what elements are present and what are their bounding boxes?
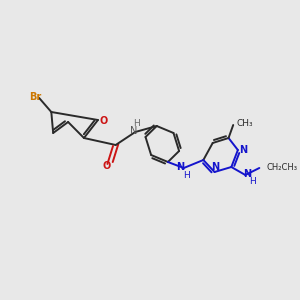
Text: H: H [183, 170, 190, 179]
Text: H: H [133, 119, 140, 128]
Text: N: N [212, 162, 220, 172]
Text: O: O [99, 116, 108, 126]
Text: N: N [130, 126, 137, 136]
Text: CH₃: CH₃ [237, 118, 253, 127]
Text: N: N [239, 145, 247, 155]
Text: N: N [243, 169, 251, 179]
Text: CH₂CH₃: CH₂CH₃ [267, 163, 298, 172]
Text: Br: Br [29, 92, 42, 102]
Text: N: N [176, 162, 184, 172]
Text: O: O [102, 161, 110, 171]
Text: H: H [249, 176, 256, 185]
